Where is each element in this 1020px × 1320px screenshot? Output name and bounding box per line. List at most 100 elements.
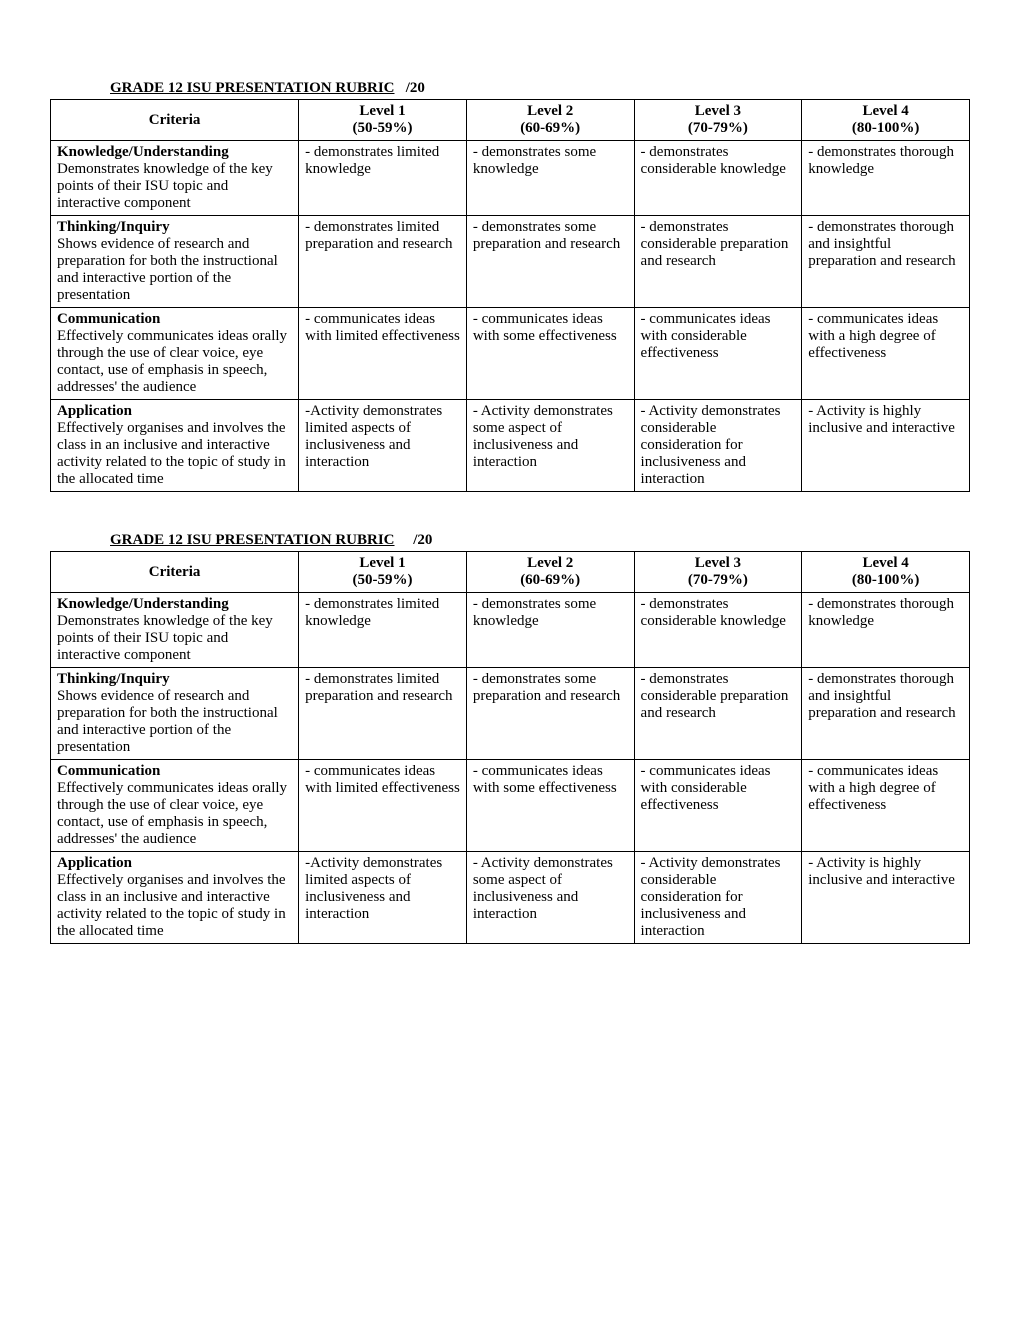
table-row: ApplicationEffectively organises and inv… — [51, 852, 970, 944]
criteria-cell: ApplicationEffectively organises and inv… — [51, 400, 299, 492]
criteria-cell: Thinking/InquiryShows evidence of resear… — [51, 668, 299, 760]
level-cell: - demonstrates some knowledge — [466, 141, 634, 216]
criteria-title: Application — [57, 403, 132, 419]
header-level2-line2: (60-69%) — [520, 572, 580, 588]
table-row: ApplicationEffectively organises and inv… — [51, 400, 970, 492]
rubric-title-main-1: GRADE 12 ISU PRESENTATION RUBRIC — [110, 80, 395, 96]
header-level2-line2: (60-69%) — [520, 120, 580, 136]
level-cell: - Activity demonstrates considerable con… — [634, 852, 802, 944]
level-cell: - demonstrates limited knowledge — [299, 593, 467, 668]
level-cell: - Activity is highly inclusive and inter… — [802, 852, 970, 944]
criteria-cell: Thinking/InquiryShows evidence of resear… — [51, 216, 299, 308]
header-level1: Level 1 (50-59%) — [299, 100, 467, 141]
level-cell: - Activity demonstrates some aspect of i… — [466, 852, 634, 944]
header-level1-line1: Level 1 — [359, 103, 405, 119]
rubric-title-score-1: /20 — [406, 80, 425, 96]
rubric-body-2: Knowledge/UnderstandingDemonstrates know… — [51, 593, 970, 944]
criteria-title: Communication — [57, 763, 160, 779]
level-cell: - communicates ideas with limited effect… — [299, 308, 467, 400]
criteria-title: Thinking/Inquiry — [57, 671, 170, 687]
header-level4-line1: Level 4 — [863, 103, 909, 119]
criteria-desc: Demonstrates knowledge of the key points… — [57, 161, 273, 211]
criteria-cell: Knowledge/UnderstandingDemonstrates know… — [51, 593, 299, 668]
criteria-cell: ApplicationEffectively organises and inv… — [51, 852, 299, 944]
header-level3-line2: (70-79%) — [688, 120, 748, 136]
level-cell: - communicates ideas with some effective… — [466, 760, 634, 852]
criteria-desc: Effectively organises and involves the c… — [57, 420, 286, 487]
level-cell: - communicates ideas with some effective… — [466, 308, 634, 400]
criteria-desc: Effectively communicates ideas orally th… — [57, 328, 287, 395]
header-level3-line1: Level 3 — [695, 555, 741, 571]
header-level4: Level 4 (80-100%) — [802, 100, 970, 141]
header-level1-line2: (50-59%) — [352, 572, 412, 588]
criteria-title: Communication — [57, 311, 160, 327]
header-level3-line1: Level 3 — [695, 103, 741, 119]
header-level4-line1: Level 4 — [863, 555, 909, 571]
header-level4-line2: (80-100%) — [852, 572, 920, 588]
rubric-title-1: GRADE 12 ISU PRESENTATION RUBRIC /20 — [110, 80, 970, 97]
header-level2-line1: Level 2 — [527, 555, 573, 571]
table-row: Knowledge/UnderstandingDemonstrates know… — [51, 593, 970, 668]
header-level3: Level 3 (70-79%) — [634, 100, 802, 141]
level-cell: - demonstrates considerable preparation … — [634, 668, 802, 760]
rubric-title-score-2: /20 — [413, 532, 432, 548]
header-level4-line2: (80-100%) — [852, 120, 920, 136]
criteria-title: Knowledge/Understanding — [57, 596, 229, 612]
rubric-table-1: Criteria Level 1 (50-59%) Level 2 (60-69… — [50, 99, 970, 492]
level-cell: - demonstrates some preparation and rese… — [466, 216, 634, 308]
header-level1-line2: (50-59%) — [352, 120, 412, 136]
level-cell: - demonstrates considerable knowledge — [634, 141, 802, 216]
level-cell: - Activity demonstrates some aspect of i… — [466, 400, 634, 492]
level-cell: - demonstrates thorough and insightful p… — [802, 668, 970, 760]
criteria-cell: CommunicationEffectively communicates id… — [51, 760, 299, 852]
header-criteria: Criteria — [51, 552, 299, 593]
level-cell: - demonstrates limited preparation and r… — [299, 216, 467, 308]
table-header-row: Criteria Level 1 (50-59%) Level 2 (60-69… — [51, 100, 970, 141]
criteria-title: Application — [57, 855, 132, 871]
header-level2: Level 2 (60-69%) — [466, 100, 634, 141]
criteria-cell: CommunicationEffectively communicates id… — [51, 308, 299, 400]
criteria-title: Knowledge/Understanding — [57, 144, 229, 160]
level-cell: - demonstrates thorough knowledge — [802, 141, 970, 216]
header-level3: Level 3 (70-79%) — [634, 552, 802, 593]
criteria-desc: Effectively communicates ideas orally th… — [57, 780, 287, 847]
header-level2-line1: Level 2 — [527, 103, 573, 119]
level-cell: - communicates ideas with considerable e… — [634, 308, 802, 400]
level-cell: - demonstrates thorough and insightful p… — [802, 216, 970, 308]
criteria-title: Thinking/Inquiry — [57, 219, 170, 235]
header-level1: Level 1 (50-59%) — [299, 552, 467, 593]
header-level4: Level 4 (80-100%) — [802, 552, 970, 593]
criteria-desc: Shows evidence of research and preparati… — [57, 236, 278, 303]
level-cell: - demonstrates considerable knowledge — [634, 593, 802, 668]
level-cell: -Activity demonstrates limited aspects o… — [299, 852, 467, 944]
criteria-desc: Effectively organises and involves the c… — [57, 872, 286, 939]
level-cell: - demonstrates some preparation and rese… — [466, 668, 634, 760]
criteria-cell: Knowledge/UnderstandingDemonstrates know… — [51, 141, 299, 216]
level-cell: - Activity demonstrates considerable con… — [634, 400, 802, 492]
level-cell: - demonstrates considerable preparation … — [634, 216, 802, 308]
table-row: Thinking/InquiryShows evidence of resear… — [51, 216, 970, 308]
header-level1-line1: Level 1 — [359, 555, 405, 571]
table-header-row: Criteria Level 1 (50-59%) Level 2 (60-69… — [51, 552, 970, 593]
level-cell: - Activity is highly inclusive and inter… — [802, 400, 970, 492]
header-level3-line2: (70-79%) — [688, 572, 748, 588]
header-level2: Level 2 (60-69%) — [466, 552, 634, 593]
table-row: Knowledge/UnderstandingDemonstrates know… — [51, 141, 970, 216]
level-cell: - demonstrates limited knowledge — [299, 141, 467, 216]
level-cell: - demonstrates some knowledge — [466, 593, 634, 668]
level-cell: - communicates ideas with a high degree … — [802, 308, 970, 400]
criteria-desc: Demonstrates knowledge of the key points… — [57, 613, 273, 663]
header-criteria: Criteria — [51, 100, 299, 141]
rubric-table-2: Criteria Level 1 (50-59%) Level 2 (60-69… — [50, 551, 970, 944]
criteria-desc: Shows evidence of research and preparati… — [57, 688, 278, 755]
table-row: CommunicationEffectively communicates id… — [51, 308, 970, 400]
level-cell: - communicates ideas with a high degree … — [802, 760, 970, 852]
level-cell: - demonstrates thorough knowledge — [802, 593, 970, 668]
level-cell: - demonstrates limited preparation and r… — [299, 668, 467, 760]
rubric-title-2: GRADE 12 ISU PRESENTATION RUBRIC /20 — [110, 532, 970, 549]
level-cell: - communicates ideas with limited effect… — [299, 760, 467, 852]
level-cell: - communicates ideas with considerable e… — [634, 760, 802, 852]
table-row: CommunicationEffectively communicates id… — [51, 760, 970, 852]
table-row: Thinking/InquiryShows evidence of resear… — [51, 668, 970, 760]
rubric-body-1: Knowledge/UnderstandingDemonstrates know… — [51, 141, 970, 492]
